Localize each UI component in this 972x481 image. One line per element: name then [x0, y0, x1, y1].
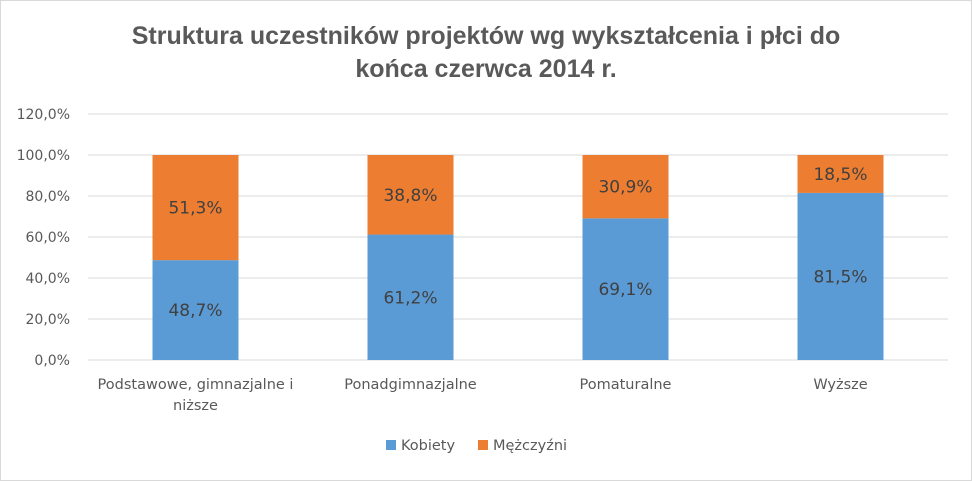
- data-label: 69,1%: [598, 280, 652, 300]
- y-tick-label: 120,0%: [17, 107, 70, 123]
- y-tick-label: 80,0%: [26, 189, 70, 205]
- data-label: 51,3%: [168, 199, 222, 219]
- legend-swatch: [478, 440, 488, 450]
- y-tick-label: 20,0%: [26, 312, 70, 328]
- y-tick-label: 60,0%: [26, 230, 70, 246]
- bar-kobiety: [152, 260, 239, 360]
- bar-kobiety: [367, 234, 454, 360]
- y-tick-label: 100,0%: [17, 148, 70, 164]
- bar-mezczyzni: [152, 155, 239, 261]
- y-tick-label: 0,0%: [34, 353, 70, 369]
- chart-title-line-1: Struktura uczestników projektów wg wyksz…: [131, 22, 841, 50]
- x-category-label: Pomaturalne: [580, 377, 672, 393]
- data-label: 30,9%: [598, 178, 652, 198]
- data-label: 81,5%: [813, 267, 867, 287]
- x-category-label: Wyższe: [813, 377, 867, 393]
- legend-item-mezczyzni-label: Mężczyźni: [493, 438, 567, 454]
- bar-mezczyzni: [797, 155, 884, 193]
- x-category-label: niższe: [173, 398, 218, 414]
- data-label: 48,7%: [168, 301, 222, 321]
- chart-title: Struktura uczestników projektów wg wyksz…: [0, 20, 972, 86]
- bar-kobiety: [797, 192, 884, 360]
- x-category-label: Ponadgimnazjalne: [344, 377, 477, 393]
- bar-kobiety: [582, 218, 669, 360]
- bar-mezczyzni: [367, 155, 454, 235]
- chart-title-line-2: końca czerwca 2014 r.: [355, 55, 617, 83]
- bar-mezczyzni: [582, 155, 669, 219]
- legend-swatch: [386, 440, 396, 450]
- x-category-label: Podstawowe, gimnazjalne i: [98, 377, 294, 393]
- data-label: 38,8%: [383, 186, 437, 206]
- data-label: 61,2%: [383, 288, 437, 308]
- data-label: 18,5%: [813, 165, 867, 185]
- legend-item-kobiety-label: Kobiety: [401, 438, 455, 454]
- y-tick-label: 40,0%: [26, 271, 70, 287]
